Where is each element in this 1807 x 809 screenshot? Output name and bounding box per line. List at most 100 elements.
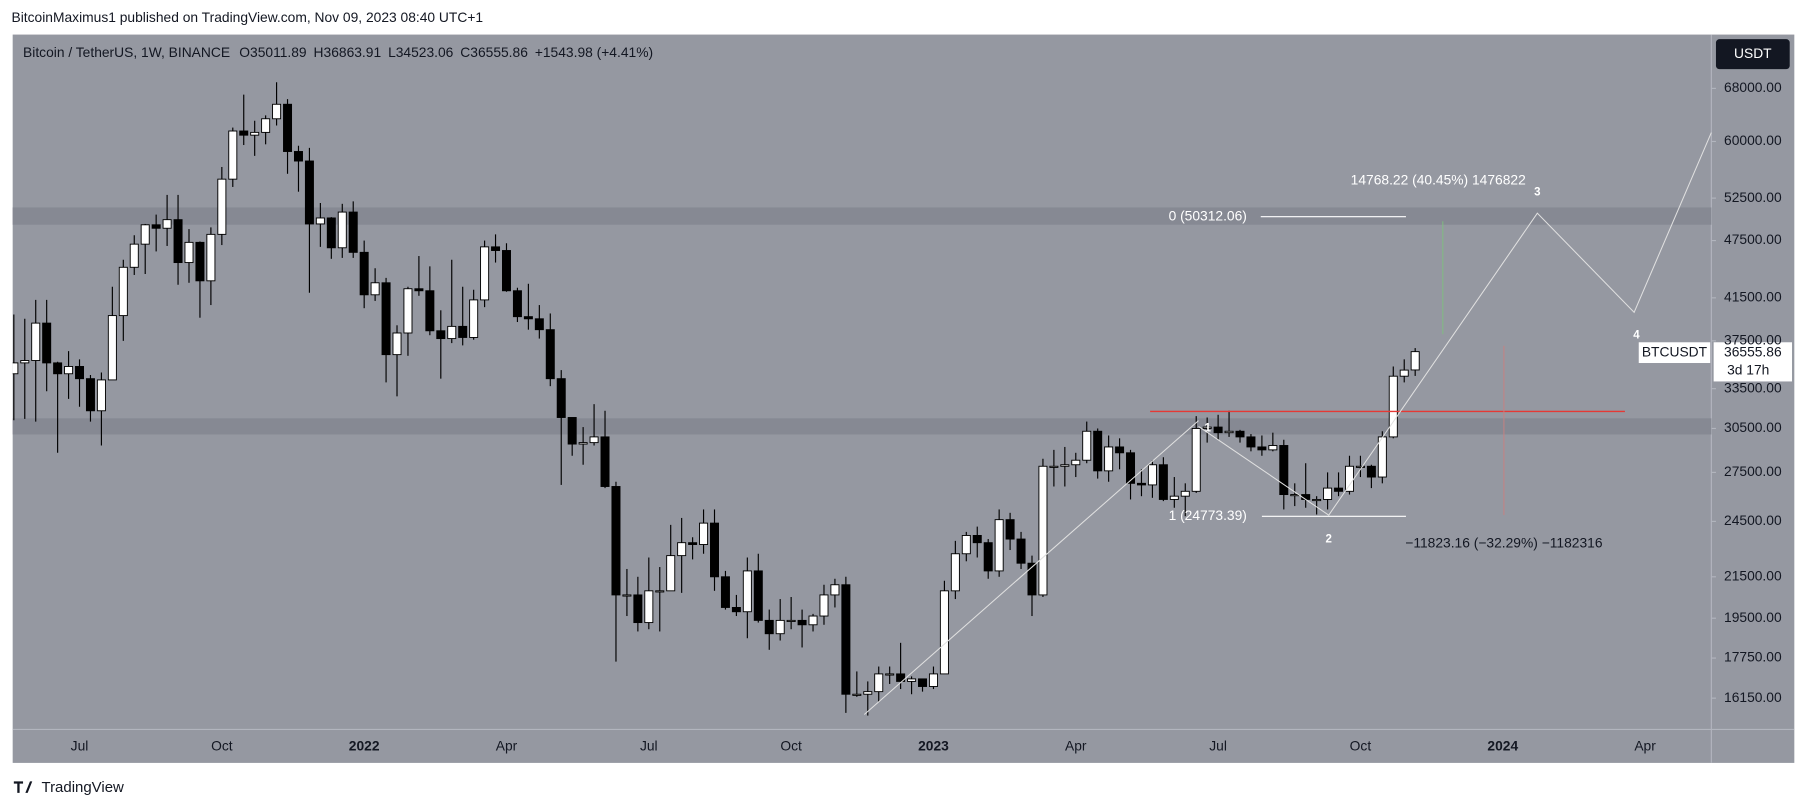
x-tick-label: Apr (496, 737, 518, 753)
candle-body (1016, 538, 1026, 564)
candle-body (162, 219, 172, 229)
currency-label[interactable]: USDT (1734, 45, 1772, 61)
symbol: Bitcoin / TetherUS, 1W, BINANCE (23, 44, 230, 60)
candle-body (1246, 436, 1256, 448)
currency-button[interactable] (1715, 39, 1790, 70)
candle-body (1334, 487, 1344, 492)
y-tick-label: 19500.00 (1724, 609, 1782, 625)
y-tick-label: 17750.00 (1724, 649, 1782, 665)
candle-body (710, 522, 719, 578)
resistance-zone (12, 207, 1712, 225)
candle-body (458, 325, 468, 338)
candle-body (1323, 487, 1333, 500)
candle-body (688, 542, 698, 545)
candle-body (469, 299, 479, 338)
candle-body (994, 519, 1004, 572)
candle-body (764, 619, 774, 635)
candle-body (666, 555, 676, 592)
range-label: −11823.16 (−32.29%) −1182316 (1405, 535, 1603, 551)
candle-body (1115, 446, 1125, 454)
candle-body (1126, 452, 1136, 484)
candle-body (1355, 465, 1365, 468)
candle-body (1235, 430, 1245, 438)
candle-body (775, 619, 785, 635)
y-tick-label: 33500.00 (1724, 379, 1782, 395)
range-label: 14768.22 (40.45%) 1476822 (1351, 172, 1526, 188)
candle-body (885, 673, 895, 676)
candle-body (1257, 446, 1267, 451)
candle-body (501, 250, 511, 292)
candle-body (228, 130, 238, 180)
publish-header: BitcoinMaximus1 published on TradingView… (12, 9, 484, 25)
candle-body (611, 486, 621, 596)
y-tick-label: 30500.00 (1724, 419, 1782, 435)
ohlc-key: C (460, 44, 470, 60)
candle-body (359, 251, 369, 296)
candle-body (1399, 369, 1409, 377)
countdown-label: 3d 17h (1727, 362, 1769, 378)
fib-label: 0 (50312.06) (1169, 207, 1247, 223)
candle-body (118, 266, 128, 317)
wave-label: 3 (1534, 187, 1540, 199)
x-tick-label: Oct (780, 737, 802, 753)
y-tick-label: 24500.00 (1724, 512, 1782, 528)
symbol-tag (1638, 342, 1711, 364)
candle-body (731, 607, 741, 613)
candle-body (677, 542, 687, 557)
candle-body (1005, 519, 1015, 540)
candle-body (1213, 426, 1223, 434)
candle-body (633, 594, 643, 624)
y-tick-label: 41500.00 (1724, 289, 1782, 305)
candle-body (491, 246, 501, 251)
trend-line (863, 420, 1199, 715)
candle-body (1158, 464, 1168, 500)
x-tick-label: 2022 (349, 737, 380, 753)
x-tick-label: 2024 (1487, 737, 1518, 753)
plot-background (12, 34, 1795, 763)
candle-body (1279, 445, 1289, 496)
ohlc-value: 34523.06 (396, 44, 454, 60)
x-tick-label: Jul (71, 737, 89, 753)
candle-body (64, 366, 74, 375)
symbol-tag-label: BTCUSDT (1642, 343, 1708, 359)
candle-body (600, 436, 610, 487)
candle-body (896, 673, 906, 682)
candle-body (1344, 465, 1354, 492)
candle-body (96, 379, 106, 412)
candle-body (381, 282, 391, 356)
x-tick-label: 2023 (918, 737, 949, 753)
candle-body (293, 151, 303, 162)
y-tick-label: 16150.00 (1724, 689, 1782, 705)
candle-body (12, 362, 19, 375)
candle-body (556, 378, 566, 418)
candle-body (841, 584, 851, 695)
candle-body (918, 678, 928, 687)
ohlc-key: O (239, 44, 250, 60)
candle-body (184, 241, 194, 264)
candle-body (436, 330, 446, 340)
candle-body (523, 316, 533, 320)
candle-body (337, 211, 347, 249)
candle-body (1082, 430, 1092, 461)
candle-body (1224, 430, 1234, 434)
candle-body (1377, 436, 1387, 478)
candle-body (206, 233, 216, 282)
candle-body (786, 619, 796, 622)
footer-brand: TradingView (41, 779, 124, 796)
candle-body (830, 584, 840, 596)
x-tick-label: Jul (1209, 737, 1227, 753)
candle-body (655, 590, 665, 593)
candle-body (1038, 465, 1048, 596)
candle-body (414, 288, 424, 292)
candle-body (950, 553, 960, 592)
candle-body (250, 131, 260, 136)
candle-body (939, 590, 949, 675)
candle-body (753, 570, 763, 621)
candle-body (304, 160, 314, 225)
candles (12, 82, 1420, 716)
candle-body (961, 535, 971, 555)
y-tick-label: 27500.00 (1724, 463, 1782, 479)
x-tick-label: Oct (211, 737, 233, 753)
price-tag-label: 36555.86 (1724, 343, 1782, 359)
candle-body (545, 329, 555, 380)
